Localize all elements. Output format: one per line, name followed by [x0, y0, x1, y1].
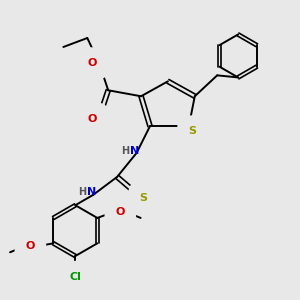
- Text: Cl: Cl: [69, 272, 81, 282]
- Text: N: N: [86, 188, 96, 197]
- Text: N: N: [130, 146, 139, 156]
- Text: O: O: [88, 58, 98, 68]
- Text: O: O: [88, 114, 98, 124]
- Text: S: S: [188, 127, 196, 136]
- Text: O: O: [116, 207, 125, 217]
- Text: H: H: [121, 146, 129, 156]
- Text: O: O: [26, 241, 35, 251]
- Text: S: S: [140, 193, 147, 203]
- Text: H: H: [78, 188, 86, 197]
